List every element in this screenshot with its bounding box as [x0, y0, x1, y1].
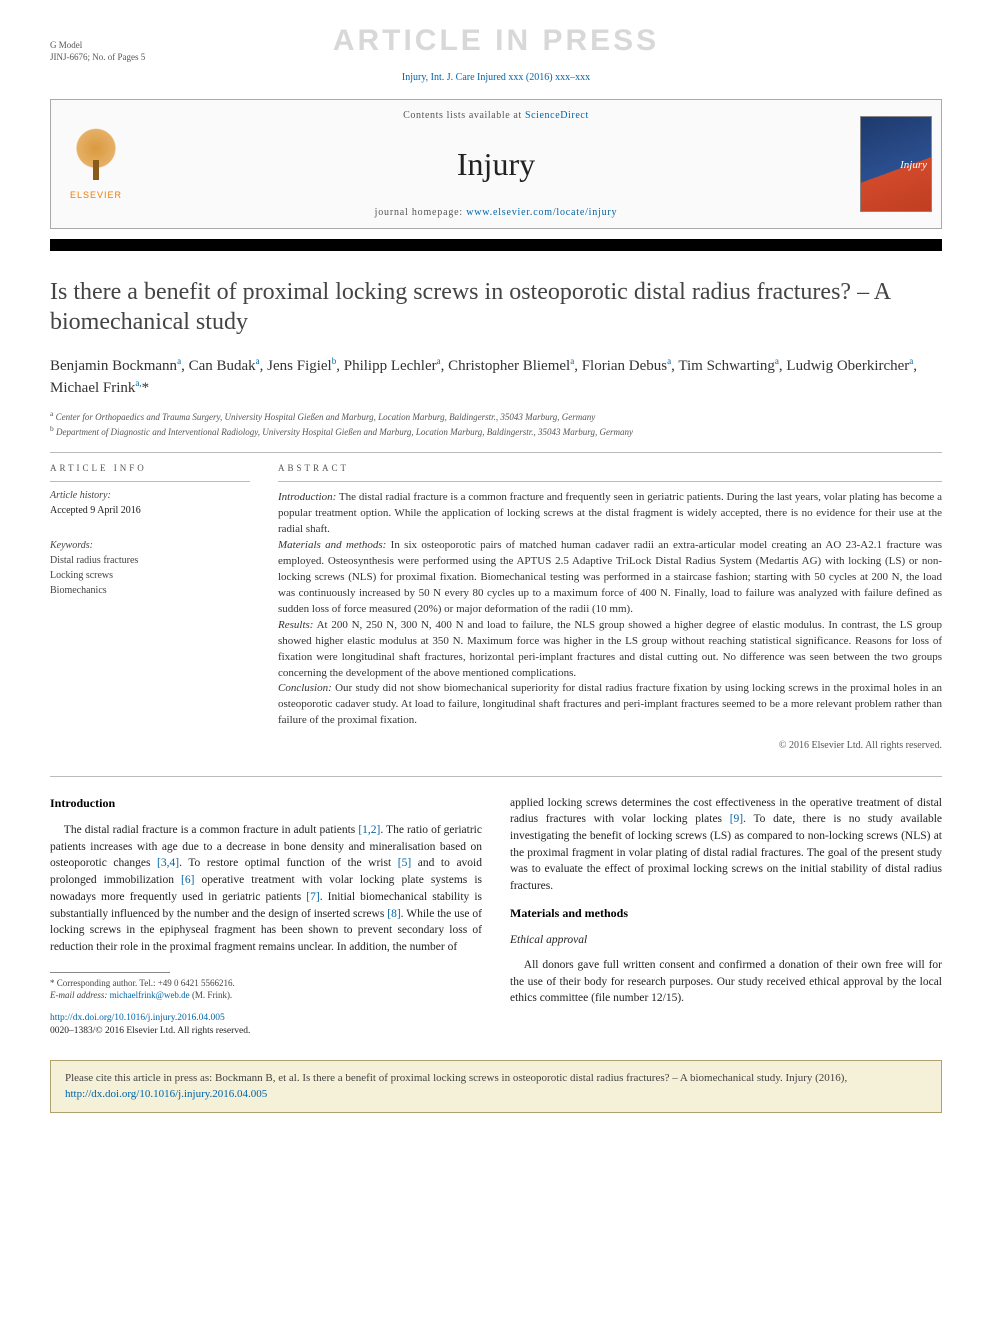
affiliation-a-text: Center for Orthopaedics and Trauma Surge…	[56, 412, 596, 422]
elsevier-tree-icon	[67, 128, 125, 186]
ref-link[interactable]: [8]	[387, 908, 400, 920]
materials-methods-heading: Materials and methods	[510, 905, 942, 922]
article-identifier: JINJ-6676; No. of Pages 5	[50, 52, 942, 62]
affiliation-a: a Center for Orthopaedics and Trauma Sur…	[50, 409, 942, 424]
journal-banner: ELSEVIER Contents lists available at Sci…	[50, 99, 942, 229]
ref-link[interactable]: [1,2]	[358, 824, 380, 836]
contents-line: Contents lists available at ScienceDirec…	[403, 110, 589, 121]
results-label: Results:	[278, 619, 313, 631]
methods-label: Materials and methods:	[278, 539, 386, 551]
body-separator	[50, 776, 942, 777]
divider	[50, 452, 942, 453]
affiliation-b: b Department of Diagnostic and Intervent…	[50, 424, 942, 439]
homepage-link[interactable]: www.elsevier.com/locate/injury	[466, 207, 617, 218]
homepage-line: journal homepage: www.elsevier.com/locat…	[375, 207, 618, 218]
abstract-intro: The distal radial fracture is a common f…	[278, 491, 942, 535]
banner-center: Contents lists available at ScienceDirec…	[141, 100, 851, 228]
email-suffix: (M. Frink).	[192, 990, 232, 1000]
ref-link[interactable]: [3,4]	[157, 857, 179, 869]
affiliation-b-text: Department of Diagnostic and Interventio…	[56, 427, 633, 437]
issn-copyright: 0020–1383/© 2016 Elsevier Ltd. All right…	[50, 1026, 250, 1036]
ethical-approval-heading: Ethical approval	[510, 932, 942, 949]
journal-title: Injury	[457, 146, 535, 183]
ref-link[interactable]: [6]	[181, 874, 194, 886]
abstract-text: Introduction: The distal radial fracture…	[278, 481, 942, 754]
ethics-paragraph: All donors gave full written consent and…	[510, 957, 942, 1007]
conclusion-label: Conclusion:	[278, 682, 332, 694]
elsevier-label: ELSEVIER	[70, 190, 122, 200]
email-label: E-mail address:	[50, 990, 107, 1000]
history-value: Accepted 9 April 2016	[50, 503, 250, 518]
article-info-column: ARTICLE INFO Article history: Accepted 9…	[50, 463, 250, 754]
keyword: Biomechanics	[50, 583, 250, 598]
intro-heading: Introduction	[50, 795, 482, 812]
ref-link[interactable]: [9]	[730, 813, 743, 825]
abstract-results: At 200 N, 250 N, 300 N, 400 N and load t…	[278, 619, 942, 679]
journal-reference: Injury, Int. J. Care Injured xxx (2016) …	[50, 72, 942, 83]
history-label: Article history:	[50, 488, 250, 503]
intro-label: Introduction:	[278, 491, 336, 503]
abstract-head: ABSTRACT	[278, 463, 942, 473]
corresponding-footnote: * Corresponding author. Tel.: +49 0 6421…	[50, 977, 482, 1002]
sciencedirect-link[interactable]: ScienceDirect	[525, 110, 589, 121]
body-columns: Introduction The distal radial fracture …	[50, 795, 942, 1039]
footnote-separator	[50, 972, 170, 973]
corr-author: * Corresponding author. Tel.: +49 0 6421…	[50, 977, 482, 990]
intro-paragraph-1: The distal radial fracture is a common f…	[50, 822, 482, 955]
citation-box: Please cite this article in press as: Bo…	[50, 1060, 942, 1113]
corr-email-link[interactable]: michaelfrink@web.de	[110, 990, 190, 1000]
ref-link[interactable]: [7]	[306, 891, 319, 903]
abstract-conclusion: Our study did not show biomechanical sup…	[278, 682, 942, 726]
cover-title: Injury	[900, 159, 927, 171]
cover-thumbnail: Injury	[860, 116, 932, 212]
article-info-head: ARTICLE INFO	[50, 463, 250, 473]
keywords-block: Keywords: Distal radius fractures Lockin…	[50, 532, 250, 598]
doi-block: http://dx.doi.org/10.1016/j.injury.2016.…	[50, 1012, 482, 1039]
citation-doi-link[interactable]: http://dx.doi.org/10.1016/j.injury.2016.…	[65, 1088, 267, 1100]
abstract-column: ABSTRACT Introduction: The distal radial…	[278, 463, 942, 754]
article-title: Is there a benefit of proximal locking s…	[50, 277, 942, 337]
keywords-label: Keywords:	[50, 538, 250, 553]
banner-underline	[50, 239, 942, 251]
intro-paragraph-2: applied locking screws determines the co…	[510, 795, 942, 895]
doi-link[interactable]: http://dx.doi.org/10.1016/j.injury.2016.…	[50, 1013, 225, 1023]
abstract-copyright: © 2016 Elsevier Ltd. All rights reserved…	[278, 739, 942, 754]
ref-link[interactable]: [5]	[398, 857, 411, 869]
keyword: Distal radius fractures	[50, 553, 250, 568]
homepage-prefix: journal homepage:	[375, 207, 467, 218]
journal-cover: Injury	[851, 100, 941, 228]
author-list: Benjamin Bockmanna, Can Budaka, Jens Fig…	[50, 355, 942, 399]
elsevier-logo: ELSEVIER	[51, 100, 141, 228]
citation-text: Please cite this article in press as: Bo…	[65, 1072, 847, 1084]
article-history: Article history: Accepted 9 April 2016	[50, 481, 250, 518]
g-model-label: G Model	[50, 40, 942, 50]
contents-prefix: Contents lists available at	[403, 110, 525, 121]
keyword: Locking screws	[50, 568, 250, 583]
affiliations: a Center for Orthopaedics and Trauma Sur…	[50, 409, 942, 438]
